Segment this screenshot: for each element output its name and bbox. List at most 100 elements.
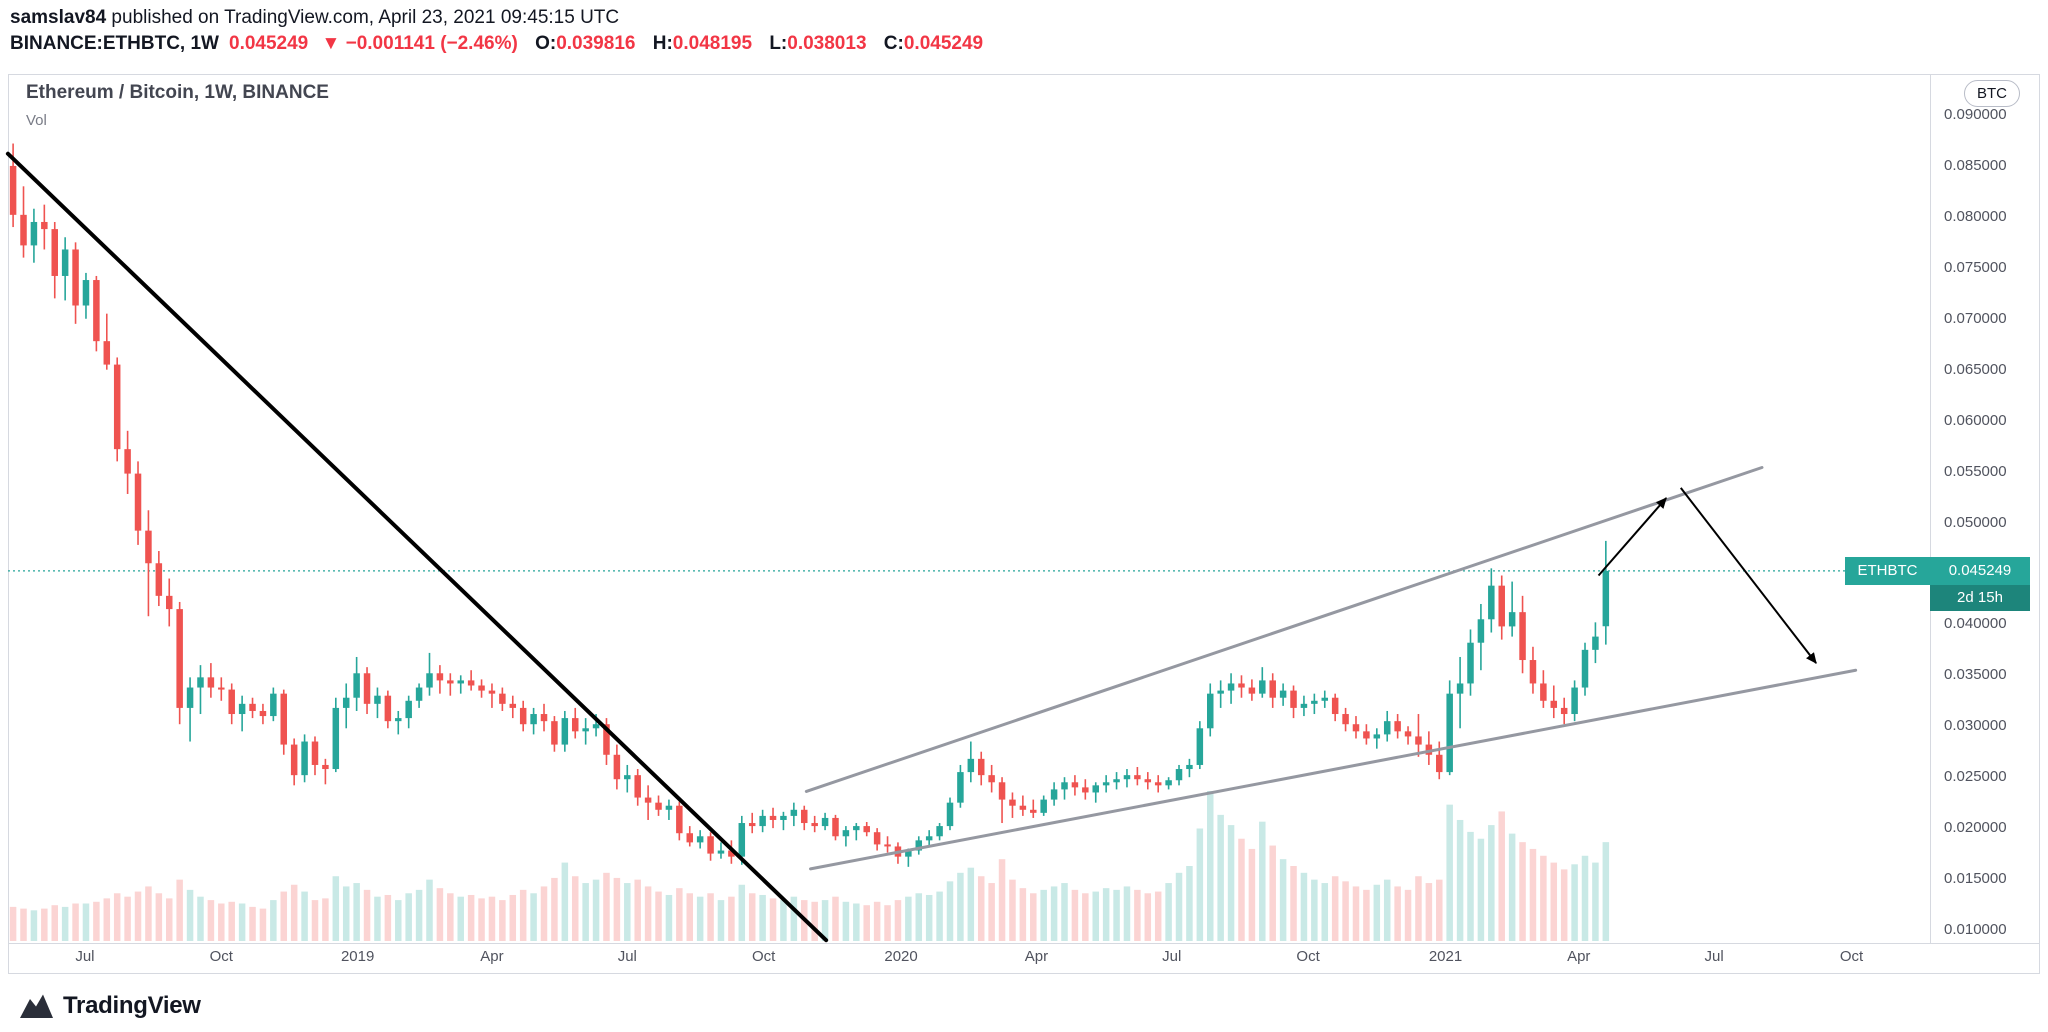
candle-body <box>1488 585 1495 620</box>
volume-bar <box>1082 893 1089 941</box>
candle-body <box>988 775 995 783</box>
widget-border-right <box>2039 74 2040 974</box>
time-tick-label: Apr <box>1567 948 1591 965</box>
trendline-wedge-upper[interactable] <box>804 465 1764 793</box>
volume-bar <box>1352 886 1360 941</box>
candle-body <box>634 775 641 798</box>
volume-bar <box>1394 886 1401 941</box>
volume-bar <box>946 881 954 941</box>
price-tick-label: 0.050000 <box>1944 513 2007 531</box>
volume-bar <box>1436 879 1443 941</box>
volume-bar <box>748 893 756 941</box>
candle-body <box>1113 779 1120 783</box>
trendline-downtrend[interactable] <box>5 151 829 943</box>
current-price-flag: ETHBTC 0.045249 2d 15h <box>1845 556 2030 611</box>
price-tick-label: 0.040000 <box>1944 615 2007 633</box>
symbol-title: BINANCE:ETHBTC, 1W <box>10 33 219 54</box>
candle-body <box>249 703 256 711</box>
price-tick-label: 0.070000 <box>1944 309 2007 327</box>
volume-bar <box>82 903 90 941</box>
volume-bar <box>780 900 787 941</box>
candle-body <box>1436 754 1443 773</box>
volume-bar <box>821 900 829 941</box>
volume-bar <box>103 898 111 941</box>
volume-bar <box>249 906 256 941</box>
candle-body <box>738 823 746 857</box>
volume-bar <box>20 908 27 941</box>
candle-body <box>665 805 673 810</box>
candle-body <box>124 449 131 474</box>
candle-body <box>1404 731 1412 737</box>
candle-body <box>1248 687 1256 694</box>
volume-bar <box>540 886 548 941</box>
candle-body <box>155 563 163 596</box>
candle-body <box>686 833 693 843</box>
time-tick-label: Jul <box>75 948 95 965</box>
candle-body <box>374 695 381 704</box>
candle-body <box>1269 680 1276 698</box>
candle-body <box>488 690 496 694</box>
candle-body <box>218 687 225 690</box>
candle-body <box>197 677 204 688</box>
volume-bar <box>166 898 173 941</box>
candle-body <box>1540 683 1547 701</box>
candle-body <box>290 744 298 776</box>
open-value: O:0.039816 <box>535 33 636 54</box>
volume-bar <box>124 896 131 941</box>
arrow-projection-down[interactable] <box>1679 487 1817 664</box>
widget-border-left <box>8 74 9 974</box>
candle-body <box>478 685 485 691</box>
candle-body <box>1550 700 1558 708</box>
volume-bar <box>436 888 444 941</box>
volume-bar <box>1061 883 1068 941</box>
volume-bar <box>863 905 870 941</box>
candle-body <box>322 764 329 770</box>
volume-bar <box>1248 848 1256 941</box>
candles-layer <box>9 143 1610 867</box>
volume-bar <box>363 889 371 941</box>
candle-body <box>863 826 870 833</box>
volume-bar <box>1404 889 1412 941</box>
candle-body <box>207 677 215 688</box>
volume-bar <box>1279 859 1287 941</box>
candle-body <box>592 724 600 729</box>
volume-bar <box>728 896 735 941</box>
volume-bar <box>655 891 662 941</box>
candle-body <box>717 850 725 854</box>
price-axis-separator <box>1930 74 1931 943</box>
volume-bar <box>113 893 121 941</box>
volume-bar <box>894 900 902 941</box>
candle-body <box>238 703 246 715</box>
volume-bar <box>322 898 329 941</box>
candle-body <box>1009 799 1016 806</box>
time-axis-separator <box>8 943 2040 944</box>
candle-body <box>1467 642 1474 684</box>
volume-bar <box>1342 881 1349 941</box>
volume-bar <box>1581 855 1589 941</box>
candle-body <box>1300 703 1308 708</box>
candle-body <box>270 693 277 717</box>
volume-bar <box>134 891 142 941</box>
trendline-wedge-lower[interactable] <box>809 668 1858 871</box>
volume-bar <box>905 896 912 941</box>
volume-bar <box>977 876 985 941</box>
candle-body <box>790 809 798 816</box>
volume-bar <box>457 896 464 941</box>
volume-bar <box>1425 883 1433 941</box>
time-tick-label: Apr <box>480 948 504 965</box>
tradingview-logo[interactable]: TradingView <box>20 992 201 1020</box>
volume-bar <box>1186 866 1193 941</box>
volume-bar <box>353 883 360 941</box>
candle-body <box>1123 775 1131 780</box>
volume-bar <box>332 876 340 941</box>
arrow-projection-up[interactable] <box>1597 497 1667 577</box>
volume-bar <box>1019 888 1027 941</box>
volume-bar <box>1331 876 1339 941</box>
volume-bar <box>1113 889 1120 941</box>
volume-bar <box>1009 879 1016 941</box>
candle-body <box>499 693 506 704</box>
candle-body <box>186 687 194 708</box>
volume-bar <box>1123 886 1131 941</box>
currency-unit-button[interactable]: BTC <box>1964 80 2020 107</box>
